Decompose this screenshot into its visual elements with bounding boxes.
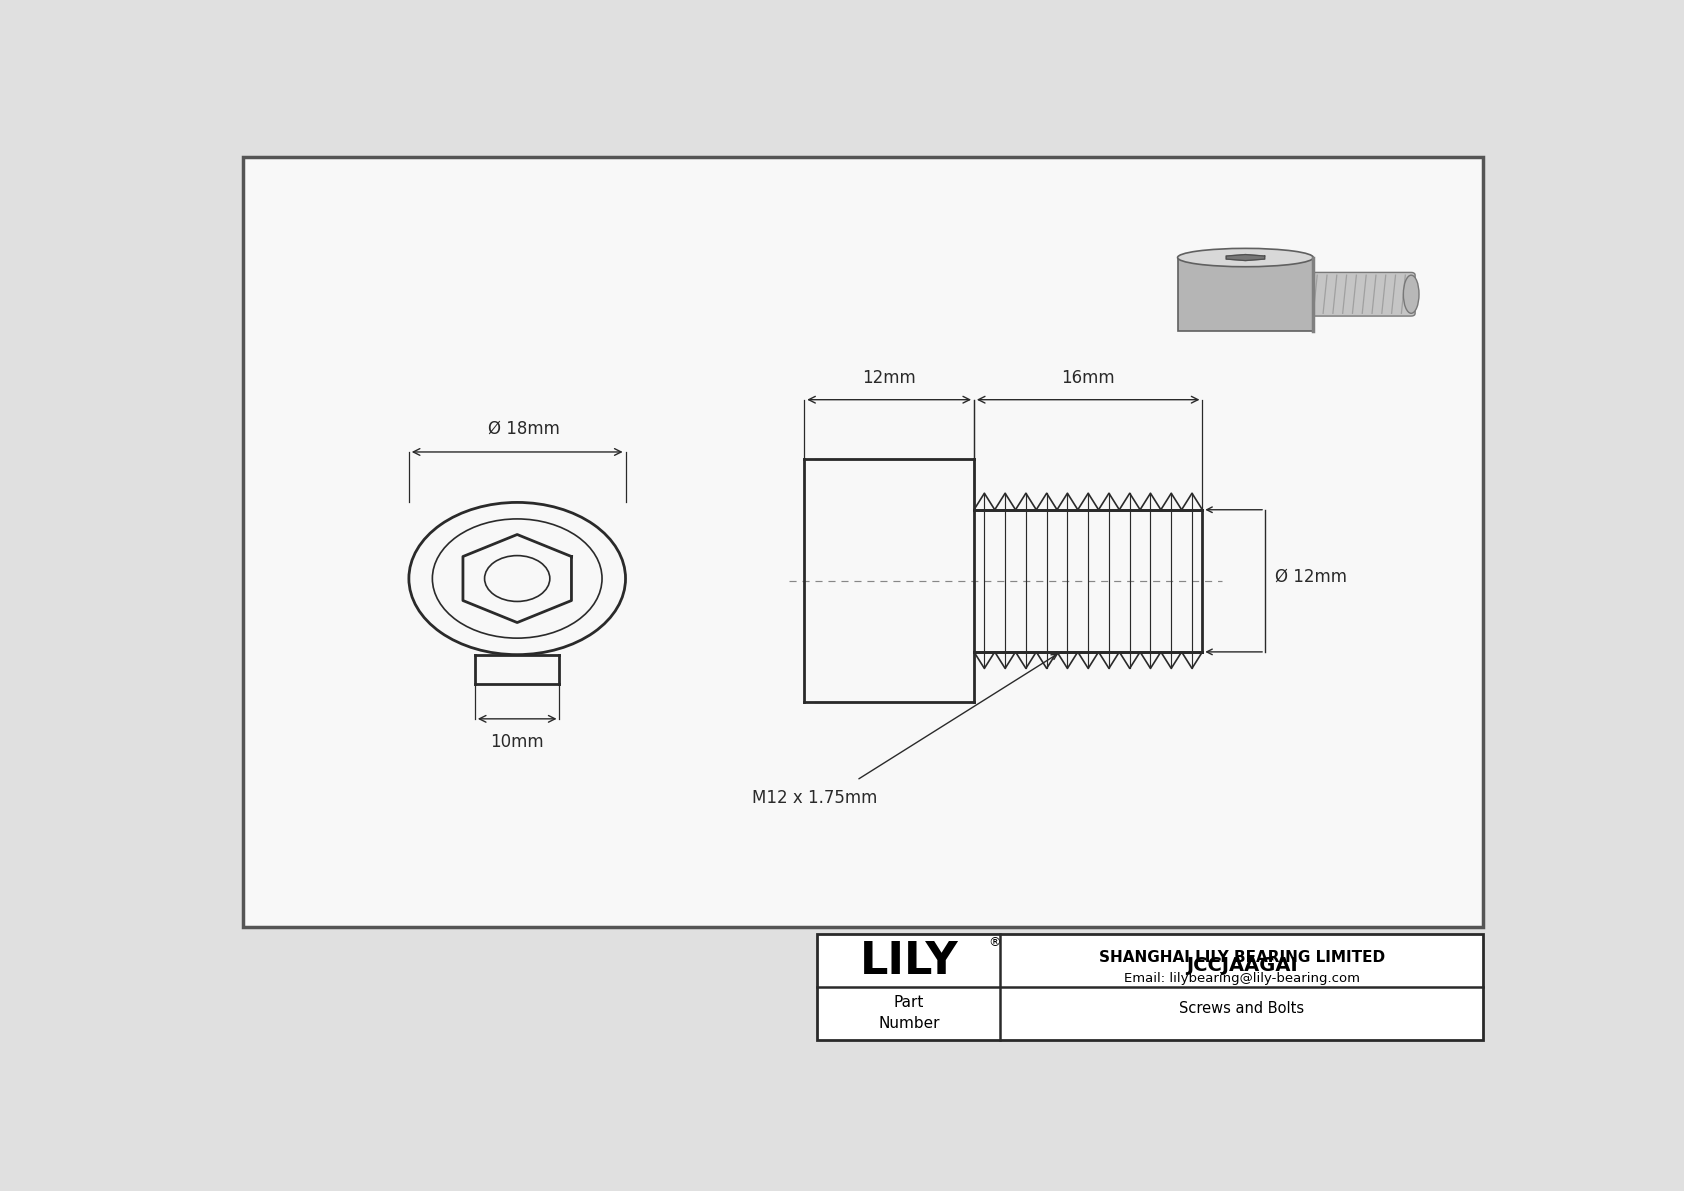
Text: Screws and Bolts: Screws and Bolts bbox=[1179, 1000, 1303, 1016]
Text: JCCJAAGAI: JCCJAAGAI bbox=[1186, 956, 1297, 975]
Text: 16mm: 16mm bbox=[1061, 369, 1115, 387]
Bar bbox=[242, 157, 1484, 927]
Text: M12 x 1.75mm: M12 x 1.75mm bbox=[753, 790, 877, 807]
Text: Ø 12mm: Ø 12mm bbox=[1275, 567, 1347, 585]
FancyBboxPatch shape bbox=[1310, 273, 1415, 316]
Text: Email: lilybearing@lily-bearing.com: Email: lilybearing@lily-bearing.com bbox=[1123, 972, 1359, 985]
Ellipse shape bbox=[1403, 275, 1420, 313]
Text: Part
Number: Part Number bbox=[877, 996, 940, 1031]
Polygon shape bbox=[1177, 257, 1314, 331]
Polygon shape bbox=[1226, 255, 1265, 261]
Text: Ø 18mm: Ø 18mm bbox=[488, 419, 559, 437]
Text: LILY: LILY bbox=[859, 940, 958, 984]
Ellipse shape bbox=[1177, 249, 1314, 267]
Text: SHANGHAI LILY BEARING LIMITED: SHANGHAI LILY BEARING LIMITED bbox=[1098, 950, 1384, 965]
Text: ®: ® bbox=[989, 936, 1002, 949]
Text: 10mm: 10mm bbox=[490, 732, 544, 750]
Bar bbox=[817, 935, 1484, 1040]
Text: 12mm: 12mm bbox=[862, 369, 916, 387]
